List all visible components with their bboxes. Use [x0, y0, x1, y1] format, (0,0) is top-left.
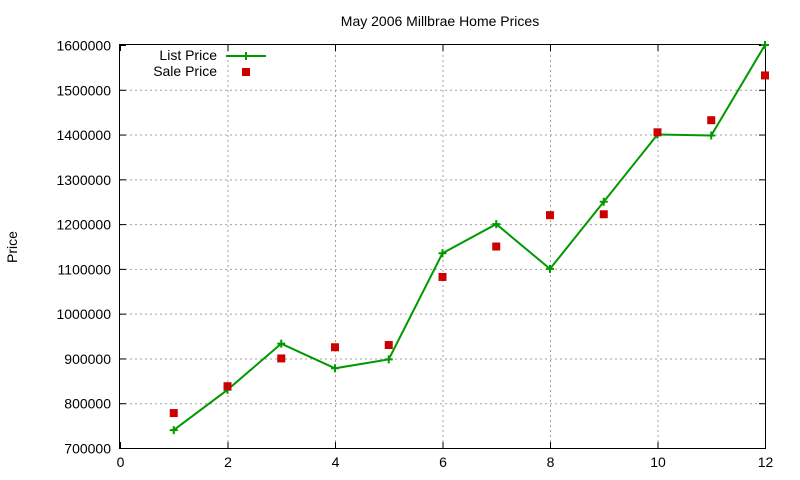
y-axis-label: Price	[4, 231, 20, 263]
data-point-list-price	[707, 131, 716, 140]
data-point-list-price	[277, 339, 286, 348]
data-point-sale-price	[277, 354, 286, 363]
grid-lines	[120, 45, 765, 448]
data-point-sale-price	[546, 211, 554, 220]
data-point-list-price	[169, 426, 178, 435]
y-tick-label: 800000	[64, 396, 111, 412]
data-point-sale-price	[223, 382, 232, 391]
legend: List Price Sale Price	[153, 47, 266, 79]
data-point-list-price	[546, 264, 554, 273]
plot-frame	[119, 44, 766, 449]
chart-title: May 2006 Millbrae Home Prices	[341, 13, 539, 29]
x-tick-label: 4	[332, 454, 340, 470]
y-tick-label: 1500000	[56, 82, 111, 98]
legend-label-list-price: List Price	[159, 47, 217, 63]
data-point-sale-price	[492, 242, 501, 251]
x-tick-label: 10	[650, 454, 666, 470]
x-tick-label: 6	[439, 454, 447, 470]
x-tick-label: 2	[224, 454, 232, 470]
legend-marker-list-price	[242, 52, 250, 60]
data-point-sale-price	[707, 116, 716, 125]
data-point-sale-price	[653, 128, 662, 137]
data-point-sale-price	[384, 341, 393, 350]
data-point-sale-price	[331, 343, 339, 352]
y-tick-label: 900000	[64, 351, 111, 367]
y-tick-label: 1400000	[56, 127, 111, 143]
x-tick-label: 0	[117, 454, 125, 470]
data-point-list-price	[761, 41, 769, 49]
y-tick-label: 700000	[64, 441, 111, 457]
series-layer	[169, 41, 769, 435]
x-tick-label: 8	[547, 454, 555, 470]
y-tick-label: 1600000	[56, 38, 111, 54]
axis-ticks: 0 2 4 6 8 10 12 700000 800000 900000 1000000 110000…	[56, 38, 773, 471]
data-point-sale-price	[169, 409, 178, 418]
y-tick-label: 1000000	[56, 306, 111, 322]
data-point-list-price	[331, 364, 339, 373]
data-point-sale-price	[438, 272, 447, 281]
data-point-list-price	[492, 220, 501, 229]
data-point-sale-price	[599, 210, 608, 219]
data-point-list-price	[599, 197, 608, 206]
series-line-list-price	[173, 44, 766, 431]
data-point-list-price	[384, 355, 393, 364]
data-point-sale-price	[761, 71, 769, 80]
data-point-list-price	[438, 249, 447, 258]
y-tick-label: 1200000	[56, 217, 111, 233]
x-tick-label: 12	[758, 454, 774, 470]
legend-label-sale-price: Sale Price	[153, 63, 217, 79]
y-tick-label: 1300000	[56, 172, 111, 188]
y-tick-label: 1100000	[58, 261, 112, 277]
legend-marker-sale-price	[242, 68, 250, 76]
